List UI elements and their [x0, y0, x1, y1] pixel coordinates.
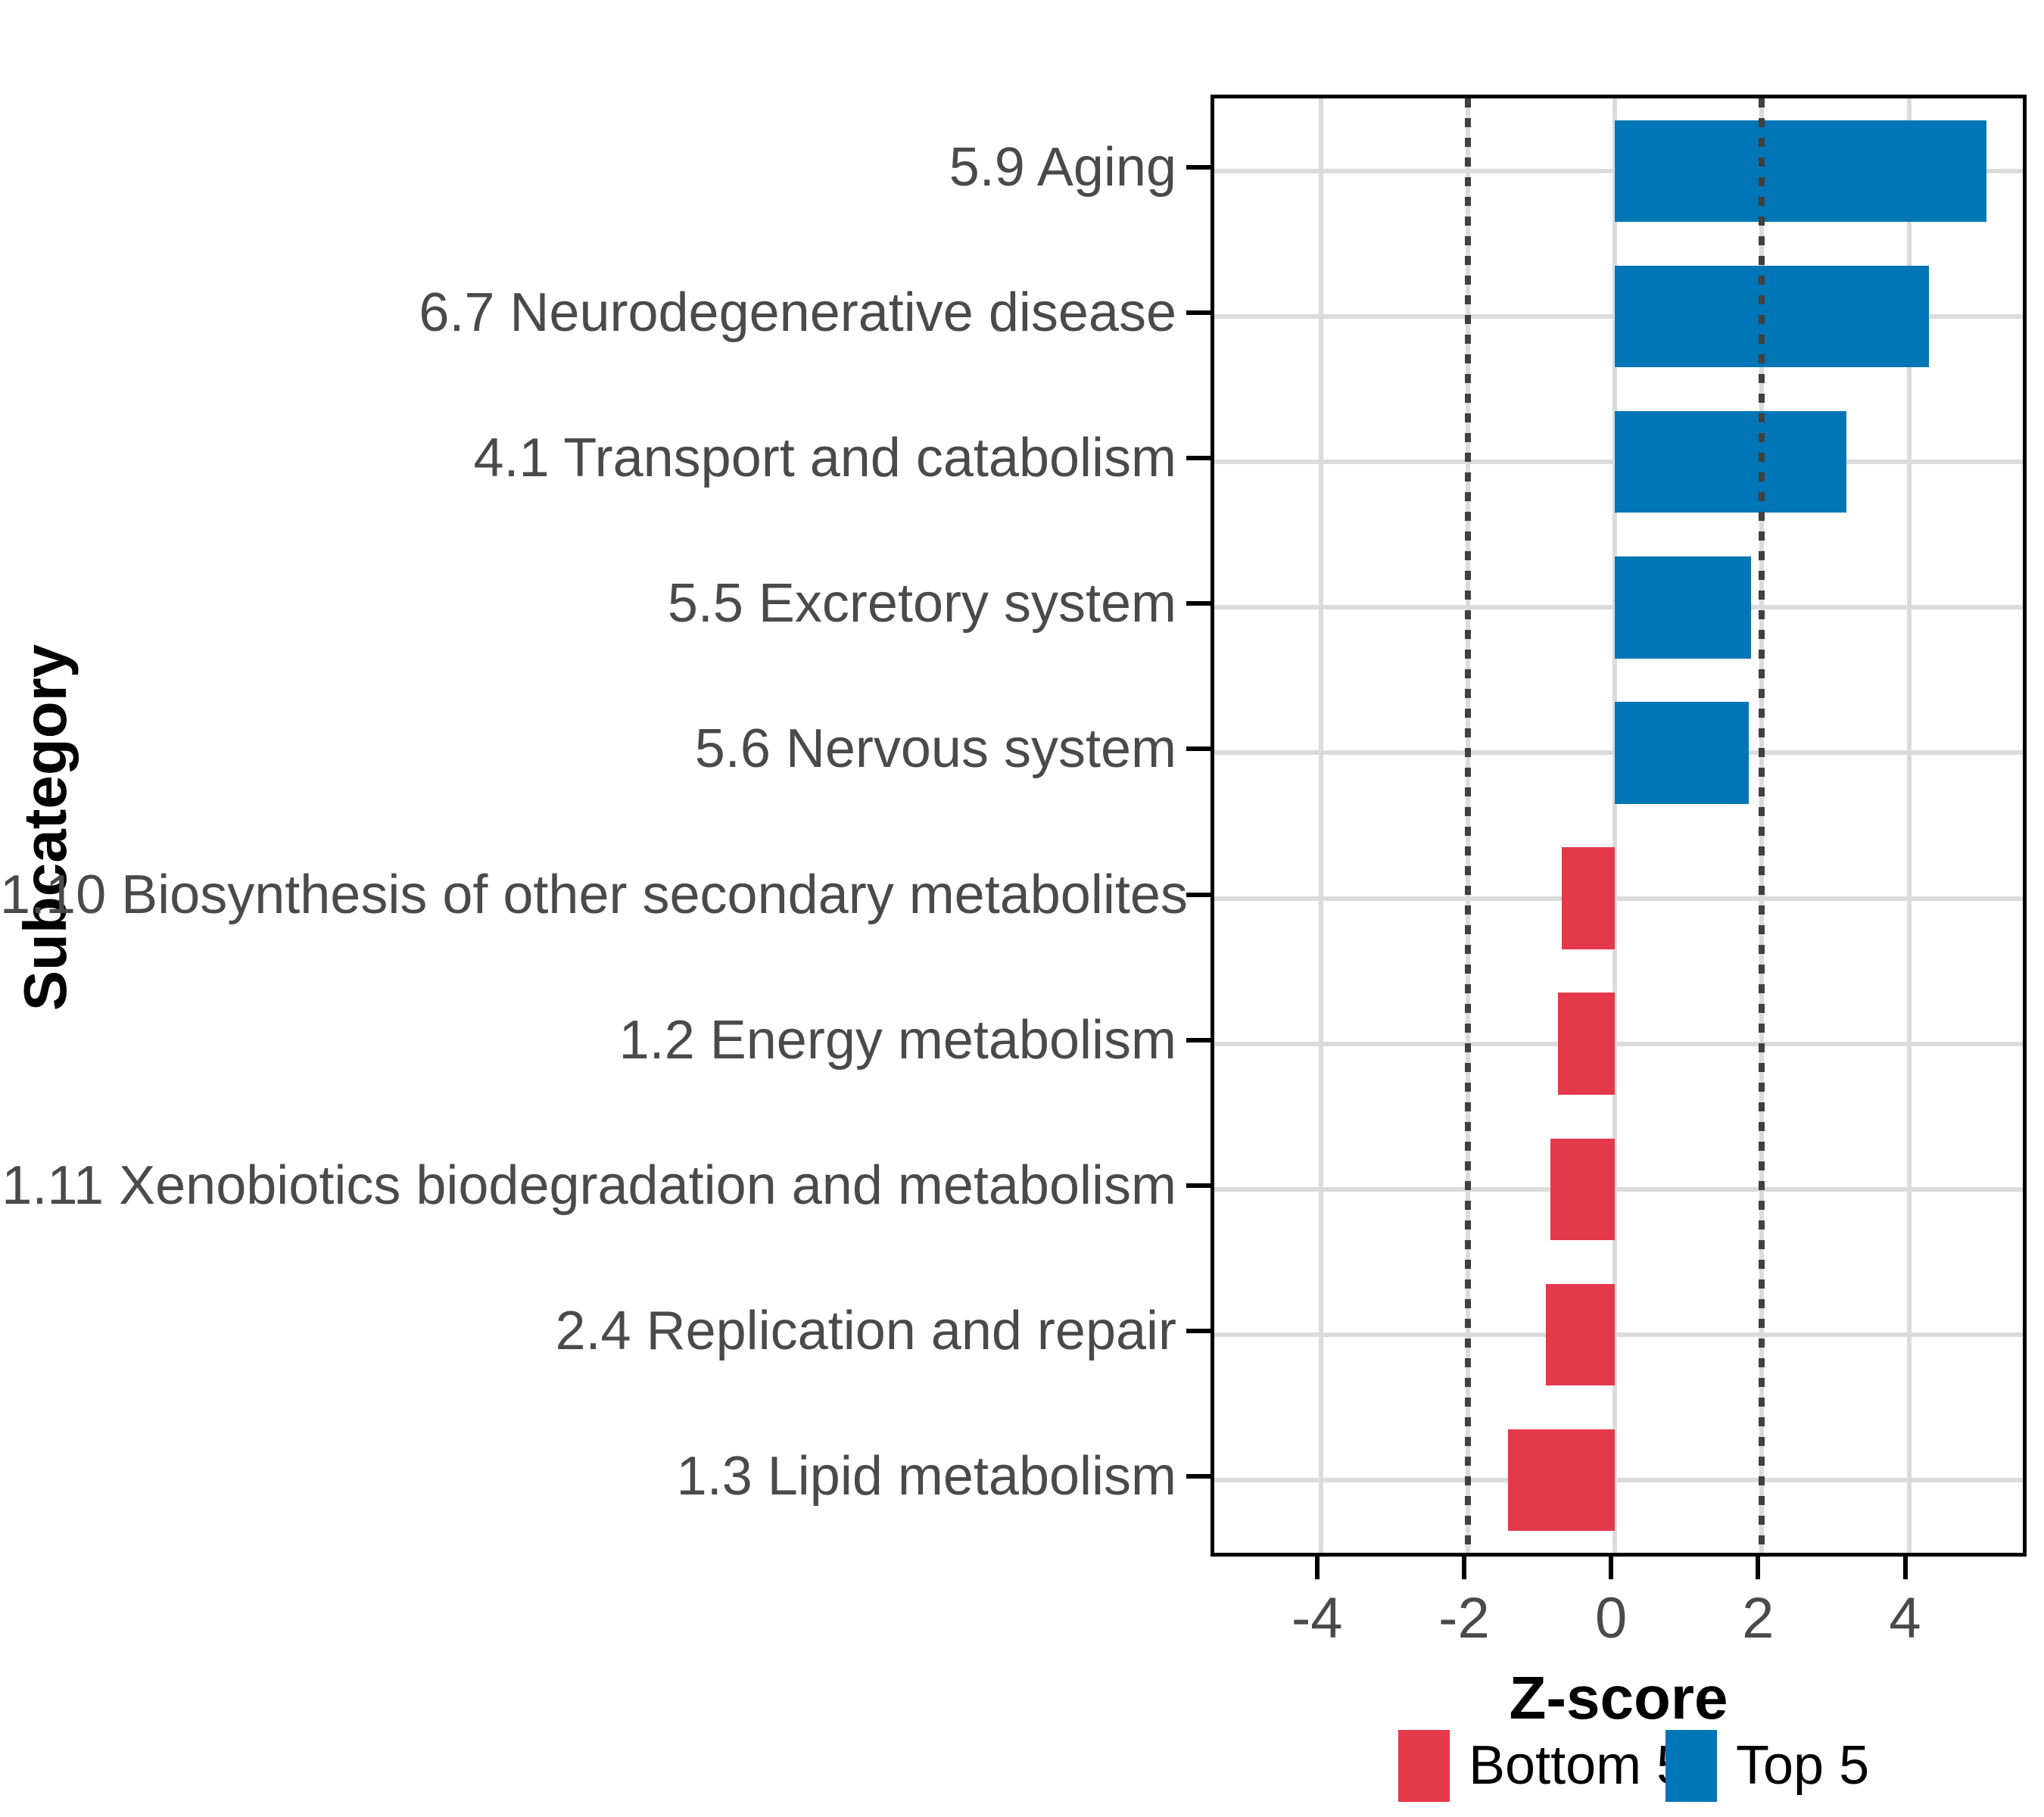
y-tick-label: 5.9 Aging [949, 137, 1176, 198]
x-tick-label: -2 [1438, 1586, 1490, 1650]
bar-2-4-replication-and-repair [1545, 1283, 1616, 1386]
plot-panel [1211, 95, 2027, 1557]
x-tick-label: 4 [1889, 1586, 1921, 1650]
x-tick-mark [1609, 1557, 1614, 1579]
bar-5-9-aging [1615, 120, 1987, 223]
y-tick-label: 1.3 Lipid metabolism [676, 1445, 1176, 1507]
legend-swatch-bottom5 [1398, 1730, 1450, 1802]
y-tick-mark [1186, 601, 1211, 606]
y-tick-mark [1186, 1473, 1211, 1479]
y-gridline [1214, 896, 2023, 901]
y-tick-mark [1186, 1328, 1211, 1333]
bar-6-7-neurodegenerative-disease [1615, 265, 1929, 368]
legend-swatch-top5 [1665, 1730, 1717, 1802]
x-tick-label: 2 [1742, 1586, 1774, 1650]
y-gridline [1214, 1186, 2023, 1192]
x-gridline-0 [1612, 98, 1618, 1553]
bar-4-1-transport-and-catabolism [1615, 411, 1846, 513]
x-tick-label: -4 [1291, 1586, 1343, 1650]
x-gridline--4 [1318, 98, 1323, 1553]
y-tick-mark [1186, 746, 1211, 752]
y-tick-label: 4.1 Transport and catabolism [473, 428, 1176, 489]
y-tick-mark [1186, 892, 1211, 897]
y-tick-label: 1.11 Xenobiotics biodegradation and meta… [2, 1155, 1176, 1216]
x-tick-mark [1756, 1557, 1761, 1579]
y-tick-label: 6.7 Neurodegenerative disease [419, 282, 1176, 344]
reference-line--2 [1464, 98, 1471, 1553]
y-tick-label: 1.10 Biosynthesis of other secondary met… [0, 864, 1188, 925]
y-gridline [1214, 1477, 2023, 1482]
legend-label-bottom5: Bottom 5 [1469, 1735, 1687, 1796]
x-axis-title: Z-score [1509, 1664, 1728, 1731]
y-tick-mark [1186, 1037, 1211, 1043]
reference-line-2 [1759, 98, 1765, 1553]
x-tick-mark [1314, 1557, 1320, 1579]
y-tick-mark [1186, 310, 1211, 316]
y-tick-label: 1.2 Energy metabolism [618, 1009, 1176, 1071]
x-tick-mark [1902, 1557, 1908, 1579]
y-tick-label: 5.5 Excretory system [667, 573, 1176, 634]
bar-1-3-lipid-metabolism [1508, 1429, 1616, 1532]
bar-1-11-xenobiotics-biodegradation-and-metabolism [1550, 1138, 1616, 1240]
x-gridline-4 [1906, 98, 1912, 1553]
bar-5-6-nervous-system [1615, 702, 1749, 804]
x-tick-mark [1461, 1557, 1466, 1579]
x-tick-label: 0 [1595, 1586, 1628, 1650]
y-tick-mark [1186, 1183, 1211, 1188]
y-tick-label: 5.6 Nervous system [694, 718, 1176, 780]
y-tick-mark [1186, 456, 1211, 461]
y-gridline [1214, 1041, 2023, 1046]
y-tick-mark [1186, 165, 1211, 170]
legend-label-top5: Top 5 [1736, 1735, 1870, 1796]
bar-1-10-biosynthesis-of-other-secondary-metabolites [1562, 847, 1616, 949]
y-gridline [1214, 1332, 2023, 1337]
bar-1-2-energy-metabolism [1558, 993, 1616, 1095]
bar-5-5-excretory-system [1615, 556, 1751, 659]
y-tick-label: 2.4 Replication and repair [555, 1300, 1176, 1361]
